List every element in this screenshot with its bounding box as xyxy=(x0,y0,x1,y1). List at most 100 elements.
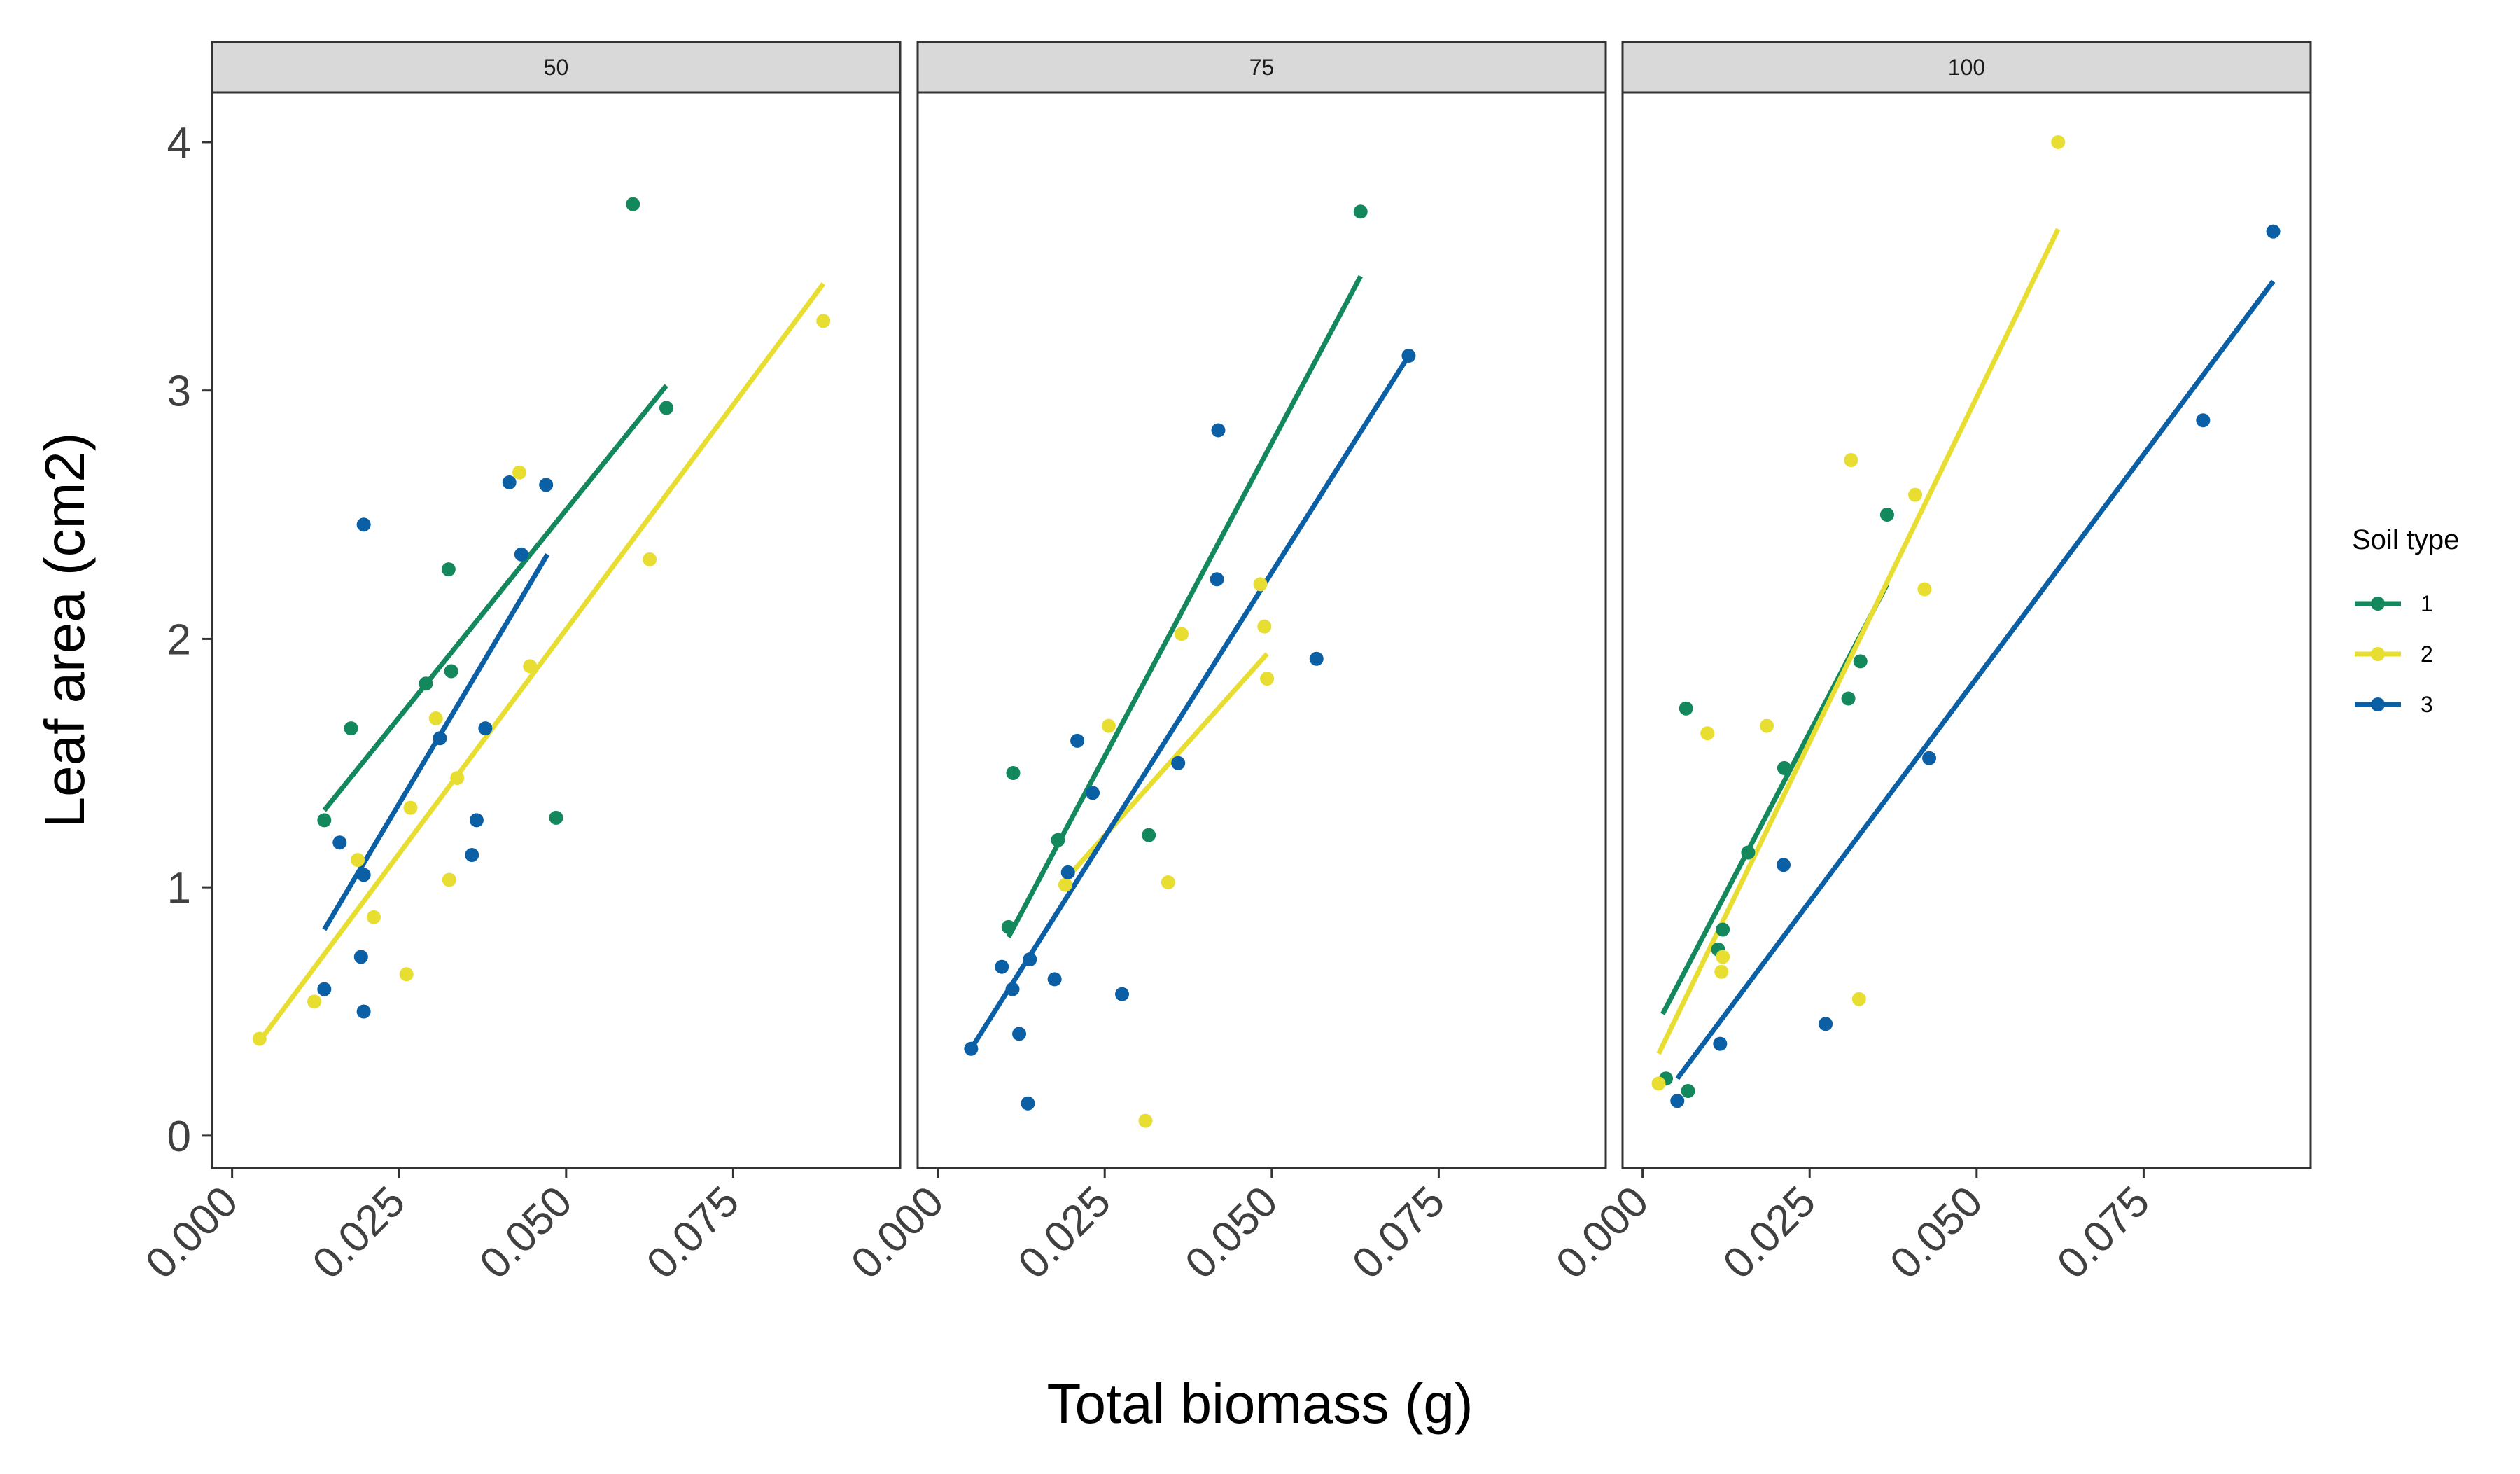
data-point-soil-3 xyxy=(539,478,554,492)
data-point-soil-2 xyxy=(1714,964,1729,979)
data-point-soil-3 xyxy=(1401,349,1416,363)
data-point-soil-3 xyxy=(1670,1094,1685,1108)
data-point-soil-2 xyxy=(816,314,831,328)
data-point-soil-3 xyxy=(1023,952,1037,967)
data-point-soil-3 xyxy=(502,475,517,489)
data-point-soil-3 xyxy=(964,1041,979,1056)
data-point-soil-1 xyxy=(1679,701,1693,716)
data-point-soil-2 xyxy=(1174,627,1189,641)
data-point-soil-2 xyxy=(643,552,657,566)
data-point-soil-3 xyxy=(356,517,371,532)
x-axis-title: Total biomass (g) xyxy=(1046,1372,1473,1435)
x-tick-label: 0.025 xyxy=(1714,1177,1826,1288)
data-point-soil-2 xyxy=(1257,619,1272,634)
data-point-soil-3 xyxy=(1012,1027,1027,1041)
data-point-soil-3 xyxy=(469,813,484,828)
x-tick-label: 0.050 xyxy=(470,1177,582,1288)
data-point-soil-1 xyxy=(1681,1084,1695,1099)
data-point-soil-2 xyxy=(450,771,465,786)
data-point-soil-3 xyxy=(1713,1036,1728,1051)
facet-strip-label: 50 xyxy=(544,55,569,80)
x-tick-label: 0.000 xyxy=(136,1177,248,1288)
data-point-soil-2 xyxy=(1253,577,1268,592)
data-point-soil-1 xyxy=(344,721,358,736)
facet-strip-100 xyxy=(1621,41,2312,94)
x-tick-label: 0.025 xyxy=(1009,1177,1121,1288)
legend-label-1: 1 xyxy=(2421,591,2433,616)
data-point-soil-3 xyxy=(1210,572,1224,587)
data-point-soil-3 xyxy=(1005,982,1020,996)
y-tick-label: 3 xyxy=(167,368,191,416)
data-point-soil-1 xyxy=(1841,691,1856,706)
data-point-soil-3 xyxy=(995,959,1009,974)
data-point-soil-3 xyxy=(1819,1017,1833,1031)
data-point-soil-2 xyxy=(523,659,538,674)
data-point-soil-2 xyxy=(442,872,456,887)
panel-border-75 xyxy=(916,91,1607,1169)
data-point-soil-2 xyxy=(1138,1113,1153,1128)
data-point-soil-1 xyxy=(1051,833,1065,847)
data-point-soil-1 xyxy=(626,197,640,211)
fit-line-soil-2 xyxy=(1063,652,1269,882)
data-point-soil-2 xyxy=(428,711,443,725)
data-point-soil-2 xyxy=(1101,718,1116,733)
data-point-soil-2 xyxy=(351,853,365,868)
data-point-soil-2 xyxy=(1908,487,1923,502)
data-point-soil-3 xyxy=(433,731,447,746)
facet-strip-75 xyxy=(916,41,1607,94)
y-axis-title: Leaf area (cm2) xyxy=(34,433,96,828)
fit-line-soil-3 xyxy=(1675,279,2276,1080)
fit-line-soil-1 xyxy=(322,384,668,812)
x-tick-label: 0.050 xyxy=(1176,1177,1287,1288)
data-point-soil-2 xyxy=(1161,875,1175,890)
data-point-soil-2 xyxy=(366,910,381,924)
y-tick-label: 2 xyxy=(167,616,191,664)
data-point-soil-3 xyxy=(1060,865,1075,879)
legend-key-point-1 xyxy=(2371,597,2385,611)
data-point-soil-2 xyxy=(252,1031,267,1046)
data-point-soil-3 xyxy=(332,835,347,850)
data-point-soil-2 xyxy=(1651,1076,1666,1091)
data-point-soil-1 xyxy=(1006,765,1021,780)
fit-line-soil-1 xyxy=(1006,274,1363,938)
facet-strip-50 xyxy=(211,41,902,94)
data-point-soil-3 xyxy=(1777,858,1791,872)
data-point-soil-1 xyxy=(444,664,458,679)
data-point-soil-2 xyxy=(1844,453,1858,468)
y-tick-label: 1 xyxy=(167,864,191,912)
fit-line-soil-2 xyxy=(257,282,826,1043)
panel-border-50 xyxy=(211,91,902,1169)
data-point-soil-1 xyxy=(1777,760,1791,775)
data-point-soil-2 xyxy=(399,967,414,982)
data-point-soil-1 xyxy=(1879,508,1894,522)
fit-line-soil-2 xyxy=(1656,228,2061,1055)
legend-title: Soil type xyxy=(2352,524,2459,555)
data-point-soil-2 xyxy=(1700,726,1715,741)
data-point-soil-1 xyxy=(659,401,673,415)
x-tick-label: 0.075 xyxy=(638,1177,749,1288)
data-point-soil-3 xyxy=(514,547,528,562)
data-point-soil-3 xyxy=(1070,733,1085,748)
data-point-soil-2 xyxy=(403,800,418,815)
facet-strip-label: 100 xyxy=(1948,55,1985,80)
data-point-soil-3 xyxy=(1171,756,1186,770)
data-point-soil-1 xyxy=(549,810,564,825)
data-point-soil-2 xyxy=(1760,718,1774,733)
data-point-soil-1 xyxy=(441,562,456,577)
data-point-soil-1 xyxy=(1853,654,1868,669)
data-point-soil-1 xyxy=(1716,922,1730,937)
fit-line-soil-3 xyxy=(969,354,1411,1050)
data-point-soil-2 xyxy=(1058,877,1072,892)
data-point-soil-1 xyxy=(419,676,433,691)
facet-strip-label: 75 xyxy=(1250,55,1275,80)
data-point-soil-2 xyxy=(1851,992,1866,1006)
data-point-soil-2 xyxy=(1917,582,1932,597)
data-point-soil-3 xyxy=(1115,987,1130,1001)
legend-key-point-2 xyxy=(2371,647,2385,661)
data-point-soil-3 xyxy=(1922,751,1937,765)
data-point-soil-2 xyxy=(307,994,322,1009)
legend-label-2: 2 xyxy=(2421,641,2433,667)
y-tick-label: 0 xyxy=(167,1113,191,1161)
